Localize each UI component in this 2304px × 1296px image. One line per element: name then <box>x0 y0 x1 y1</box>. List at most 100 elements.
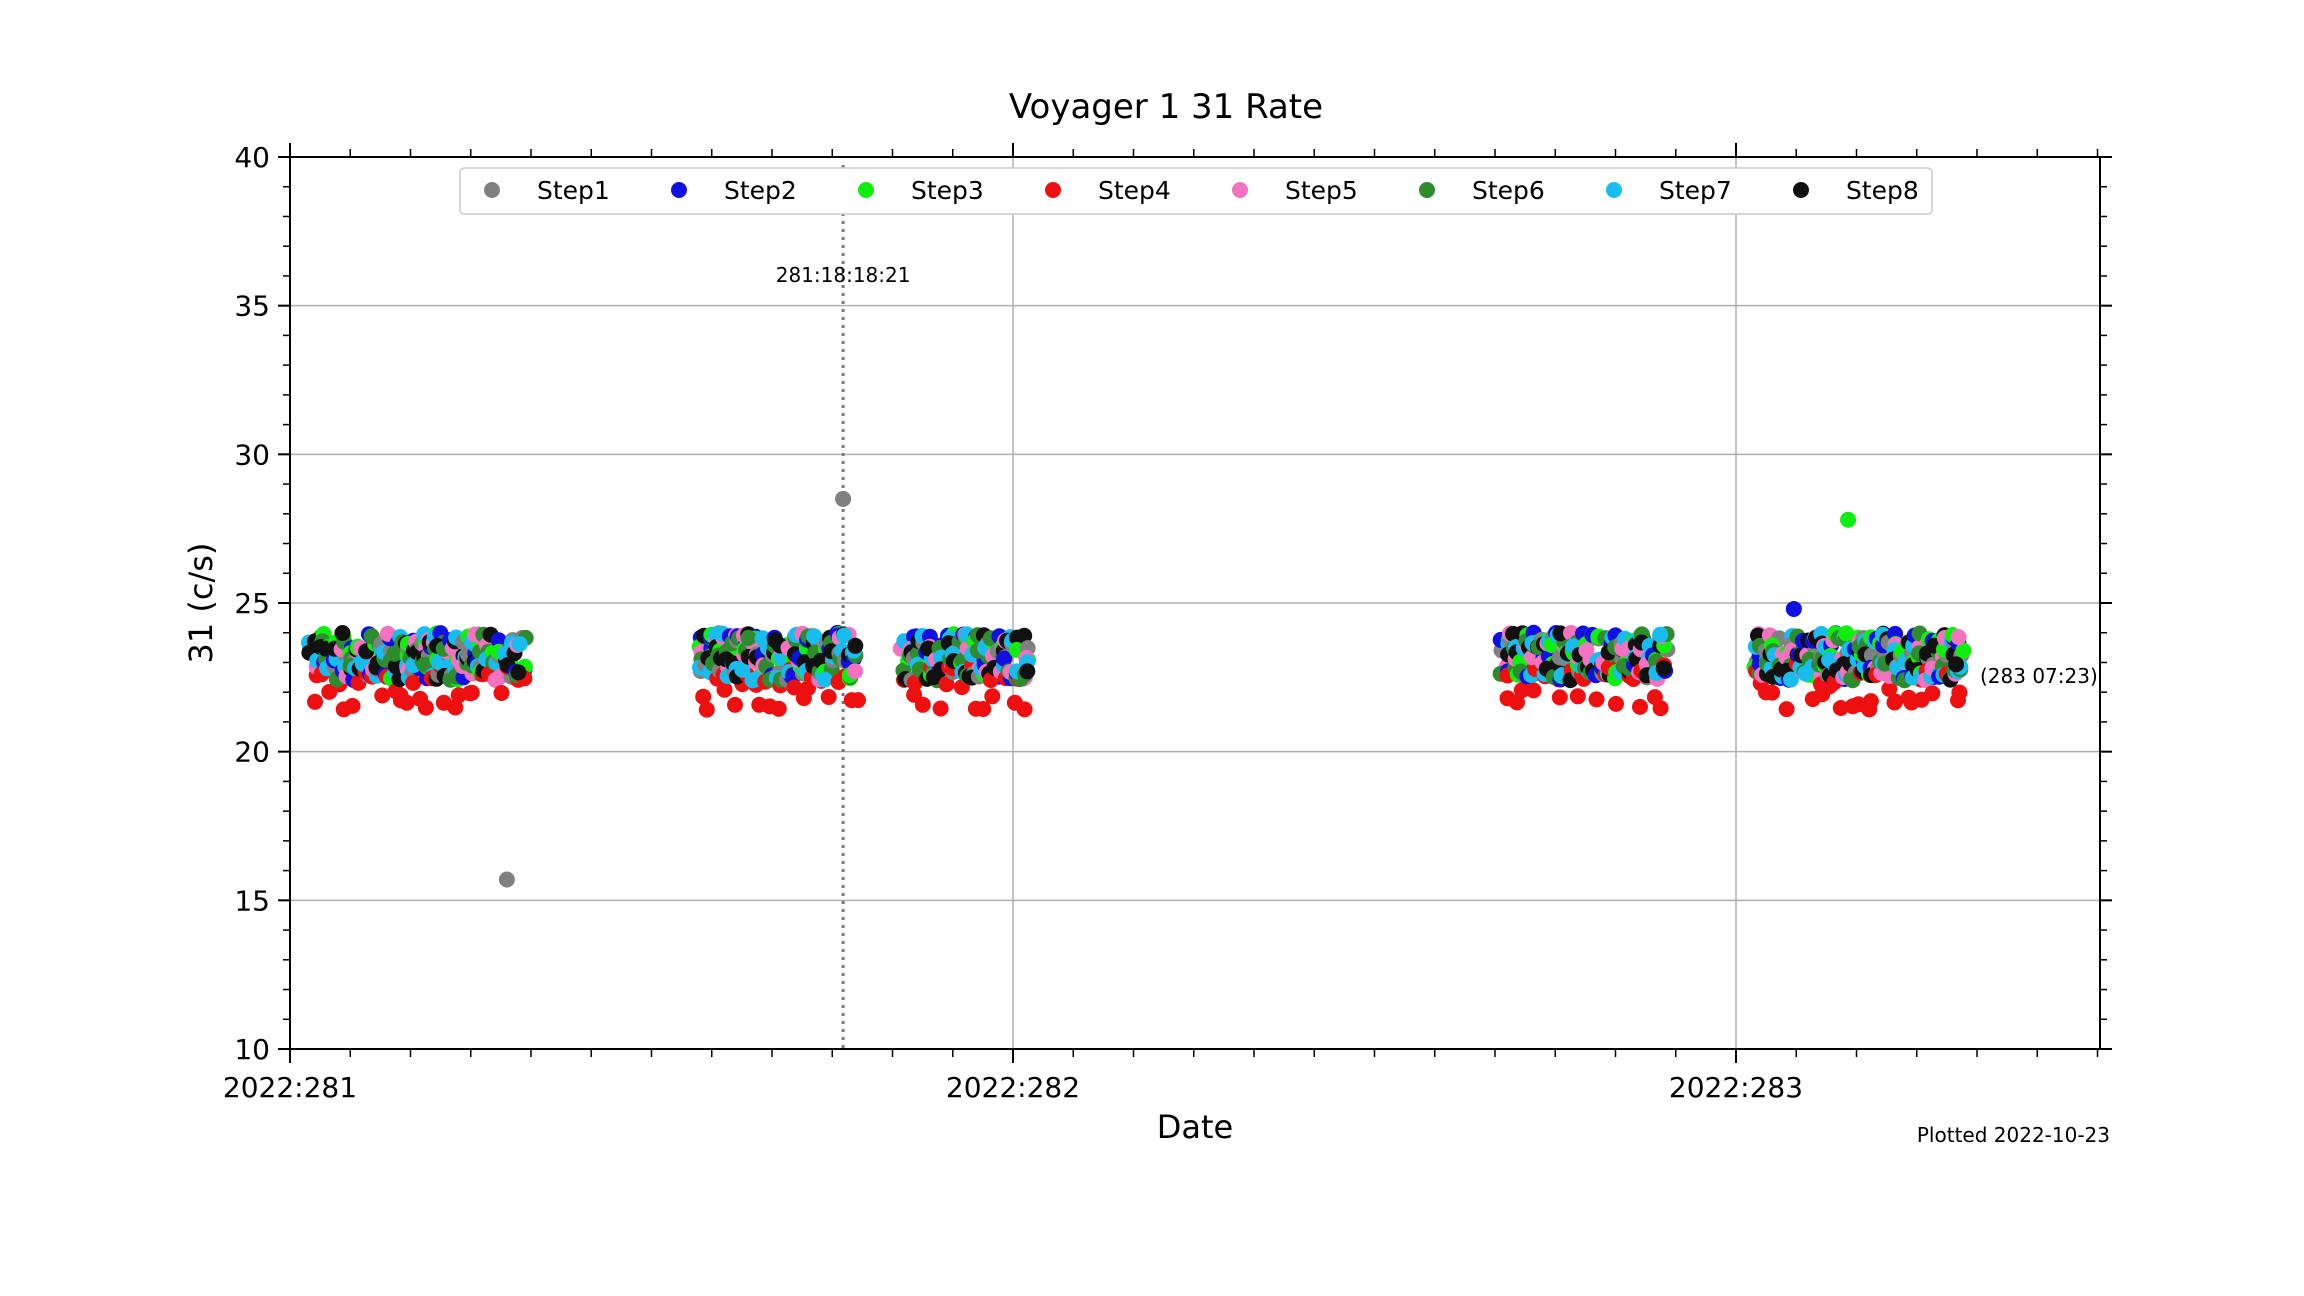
outlier-point-step1 <box>835 490 852 507</box>
x-tick-label: 2022:283 <box>1669 1071 1803 1104</box>
y-tick-label: 30 <box>234 438 270 471</box>
data-point-step4 <box>463 684 480 701</box>
data-point-step4 <box>938 676 955 693</box>
data-point-step4 <box>1924 685 1941 702</box>
scatter-points <box>301 490 1972 888</box>
grid-lines <box>289 156 2100 1050</box>
legend-marker-step5 <box>1232 182 1248 198</box>
data-point-step4 <box>716 681 733 698</box>
data-point-step3 <box>1955 642 1972 659</box>
legend-marker-step3 <box>858 182 874 198</box>
data-point-step4 <box>914 696 931 713</box>
legend-marker-step6 <box>1419 182 1435 198</box>
legend-marker-step4 <box>1045 182 1061 198</box>
data-point-step7 <box>734 661 751 678</box>
data-point-step4 <box>1862 693 1879 710</box>
data-point-step5 <box>847 663 863 680</box>
data-point-step4 <box>770 700 787 717</box>
data-point-step4 <box>307 693 323 710</box>
data-point-step4 <box>417 699 434 716</box>
outlier-point-step1 <box>498 871 515 888</box>
legend-box <box>459 167 1933 215</box>
data-point-step8 <box>1016 627 1033 644</box>
x-tick-label: 2022:281 <box>223 1071 357 1104</box>
data-point-step4 <box>1632 698 1648 715</box>
legend-marker-step1 <box>484 182 500 198</box>
legend-label-step3: Step3 <box>911 176 984 205</box>
y-tick-label: 10 <box>234 1033 270 1066</box>
data-point-step4 <box>850 692 866 709</box>
data-point-step4 <box>1509 694 1525 711</box>
end-time-label: (283 07:23) <box>1980 664 2098 688</box>
chart-title: Voyager 1 31 Rate <box>1009 87 1323 127</box>
data-point-step4 <box>447 699 464 716</box>
data-point-step4 <box>786 679 803 696</box>
data-point-step4 <box>1778 701 1795 718</box>
data-point-step2 <box>996 650 1012 667</box>
plotted-date-label: Plotted 2022-10-23 <box>1917 1123 2110 1147</box>
data-point-step5 <box>1950 629 1967 646</box>
x-axis-label: Date <box>1157 1108 1233 1146</box>
legend-marker-step2 <box>671 182 687 198</box>
legend: Step1 Step2 Step3 Step4 Step5 Step6 Step7 Step8 <box>459 167 1933 215</box>
legend-label-step2: Step2 <box>724 176 797 205</box>
data-point-step4 <box>1513 682 1530 699</box>
y-tick-label: 15 <box>234 884 270 917</box>
legend-label-step7: Step7 <box>1659 176 1732 205</box>
data-point-step4 <box>698 701 715 718</box>
data-point-step4 <box>906 674 923 691</box>
data-point-step4 <box>1832 700 1849 716</box>
data-point-step4 <box>344 697 361 714</box>
data-point-step4 <box>1525 682 1542 699</box>
legend-marker-step7 <box>1606 182 1622 198</box>
data-point-step4 <box>984 688 1001 705</box>
legend-marker-step8 <box>1793 182 1809 198</box>
data-point-step4 <box>820 689 837 705</box>
y-tick-label: 40 <box>234 141 270 174</box>
y-tick-label: 20 <box>234 736 270 769</box>
data-point-step4 <box>1588 691 1605 708</box>
data-point-step4 <box>727 696 743 713</box>
data-point-step8 <box>1019 663 1036 680</box>
data-point-step7 <box>816 671 833 688</box>
annotation-group: 281:18:18:21 <box>776 165 911 1049</box>
data-point-step4 <box>1608 695 1624 712</box>
data-point-step6 <box>740 629 757 646</box>
data-point-step4 <box>1652 700 1669 717</box>
data-point-step4 <box>695 688 712 705</box>
data-point-step4 <box>1016 701 1033 718</box>
y-axis-label: 31 (c/s) <box>182 543 220 664</box>
data-point-step8 <box>847 637 864 654</box>
data-point-step7 <box>1782 671 1799 688</box>
y-tick-label: 35 <box>234 290 270 323</box>
data-point-step7 <box>1652 626 1669 643</box>
data-point-step4 <box>398 694 415 711</box>
data-point-step7 <box>836 627 853 644</box>
data-point-step4 <box>1951 684 1968 701</box>
data-point-step7 <box>806 628 823 645</box>
data-point-step2 <box>490 632 507 649</box>
data-point-step8 <box>1948 656 1965 673</box>
data-point-step4 <box>932 700 949 717</box>
data-point-step4 <box>493 685 510 701</box>
x-tick-label: 2022:282 <box>946 1071 1080 1104</box>
data-point-step4 <box>1569 688 1586 705</box>
data-point-step4 <box>975 701 992 717</box>
data-point-step4 <box>1887 693 1904 710</box>
data-point-step7 <box>511 636 528 652</box>
y-tick-label: 25 <box>234 587 270 620</box>
legend-label-step4: Step4 <box>1098 176 1171 205</box>
data-point-step4 <box>1551 689 1568 706</box>
data-point-step4 <box>405 674 422 691</box>
outlier-point-step3 <box>1840 511 1857 528</box>
axis-ticks: 10 15 20 25 30 35 40 2022:281 2022:282 2022:283 <box>223 141 2112 1104</box>
data-point-step4 <box>374 687 391 704</box>
data-point-step4 <box>1881 680 1898 697</box>
outlier-point-step2 <box>1785 600 1802 617</box>
legend-label-step5: Step5 <box>1285 176 1358 205</box>
legend-label-step8: Step8 <box>1846 176 1919 205</box>
data-point-step6 <box>386 645 403 662</box>
annotation-label: 281:18:18:21 <box>776 263 911 287</box>
legend-label-step1: Step1 <box>537 176 610 205</box>
